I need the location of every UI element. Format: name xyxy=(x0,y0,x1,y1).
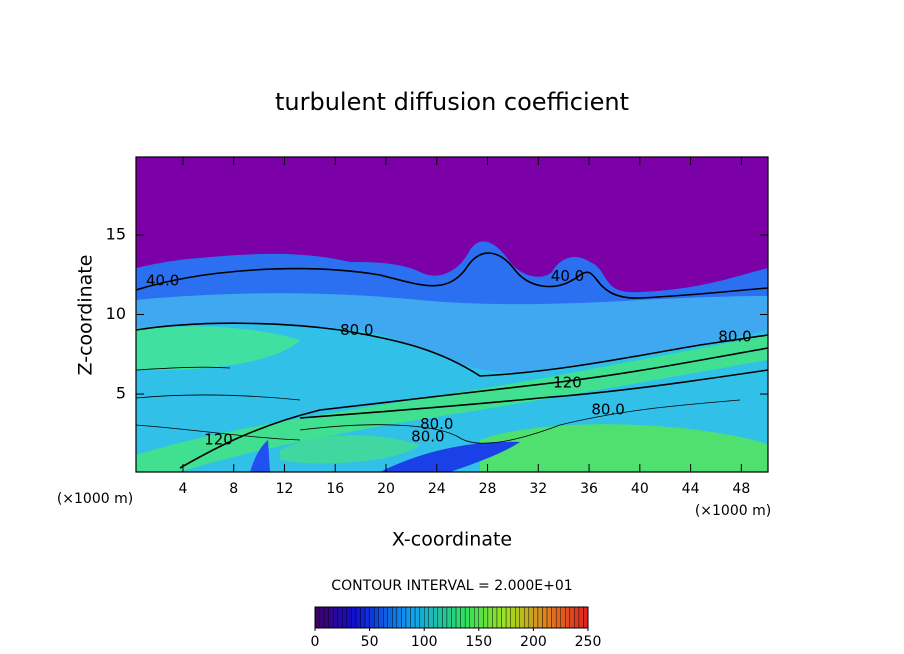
colorbar-swatch xyxy=(460,606,466,629)
colorbar-swatch xyxy=(378,606,384,629)
colorbar-swatch xyxy=(369,606,375,629)
contour-label: 40.0 xyxy=(146,272,179,290)
colorbar-swatch xyxy=(328,606,334,629)
colorbar-tick-label: 250 xyxy=(575,634,602,650)
colorbar-swatch xyxy=(446,606,452,629)
contour-label: 80.0 xyxy=(591,400,624,418)
colorbar-swatch xyxy=(405,606,411,629)
colorbar-swatch xyxy=(546,606,552,629)
colorbar-swatch xyxy=(583,606,589,629)
x-tick-label: 24 xyxy=(428,481,446,497)
colorbar-tick-label: 200 xyxy=(520,634,547,650)
colorbar-swatch xyxy=(478,606,484,629)
colorbar-swatch xyxy=(528,606,534,629)
colorbar-swatch xyxy=(533,606,539,629)
colorbar-swatch xyxy=(433,606,439,629)
x-tick-label: 48 xyxy=(732,481,750,497)
colorbar-swatch xyxy=(314,606,320,629)
colorbar-swatch xyxy=(565,606,571,629)
x-tick-label: 12 xyxy=(276,481,294,497)
y-axis-label: Z-coordinate xyxy=(75,255,97,376)
colorbar-swatch xyxy=(455,606,461,629)
colorbar-swatch xyxy=(492,606,498,629)
colorbar-swatch xyxy=(442,606,448,629)
colorbar-swatch xyxy=(410,606,416,629)
contour-label: 80.0 xyxy=(411,428,444,446)
colorbar-swatch xyxy=(451,606,457,629)
colorbar-swatch xyxy=(383,606,389,629)
colorbar-swatch xyxy=(360,606,366,629)
x-tick-label: 8 xyxy=(229,481,238,497)
y-tick-label: 5 xyxy=(116,384,126,403)
colorbar-tick-label: 100 xyxy=(411,634,438,650)
y-tick-label: 10 xyxy=(106,304,126,323)
colorbar-tick-label: 150 xyxy=(465,634,492,650)
x-tick-label: 40 xyxy=(631,481,649,497)
colorbar-swatch xyxy=(424,606,429,629)
colorbar-swatch xyxy=(419,606,425,629)
x-tick-label: 32 xyxy=(529,481,547,497)
colorbar-swatch xyxy=(342,606,348,629)
contour-label: 80.0 xyxy=(718,327,751,345)
colorbar-swatch xyxy=(333,606,338,629)
colorbar-swatch xyxy=(396,606,402,629)
colorbar-swatch xyxy=(428,606,434,629)
colorbar-swatch xyxy=(519,606,525,629)
chart-title: turbulent diffusion coefficient xyxy=(275,88,629,116)
colorbar-swatch xyxy=(560,606,566,629)
colorbar-swatch xyxy=(505,606,511,629)
x-tick-label: 20 xyxy=(377,481,395,497)
contour-interval: CONTOUR INTERVAL = 2.000E+01 xyxy=(331,578,572,594)
x-axis-label: X-coordinate xyxy=(392,529,512,551)
x-tick-label: 16 xyxy=(326,481,344,497)
colorbar-swatch xyxy=(515,606,520,629)
contour-label: 80.0 xyxy=(340,321,373,339)
colorbar-swatch xyxy=(578,606,584,629)
colorbar-swatch xyxy=(555,606,561,629)
x-tick-label: 4 xyxy=(178,481,187,497)
colorbar-swatch xyxy=(537,606,543,629)
colorbar-swatch xyxy=(346,606,352,629)
colorbar-swatch xyxy=(501,606,507,629)
x-unit-label: (×1000 m) xyxy=(57,491,133,507)
colorbar-swatch xyxy=(401,606,407,629)
contour-label: 40.0 xyxy=(551,267,584,285)
colorbar-frame xyxy=(314,606,589,629)
colorbar-swatch xyxy=(414,606,420,629)
colorbar-swatch xyxy=(524,606,530,629)
colorbar-swatch xyxy=(483,606,489,629)
colorbar-swatch xyxy=(355,606,361,629)
colorbar-swatch xyxy=(496,606,502,629)
colorbar-swatch xyxy=(392,606,398,629)
contour-label: 120 xyxy=(204,431,233,449)
colorbar-swatch xyxy=(569,606,575,629)
colorbar-swatch xyxy=(387,606,393,629)
colorbar-swatch xyxy=(487,606,493,629)
colorbar-swatch xyxy=(574,606,580,629)
colorbar-swatch xyxy=(337,606,343,629)
colorbar-swatch xyxy=(319,606,325,629)
x-tick-label: 36 xyxy=(580,481,598,497)
contour-label: 120 xyxy=(553,373,582,391)
x-tick-label: 44 xyxy=(682,481,700,497)
colorbar-swatch xyxy=(373,606,379,629)
colorbar-swatch xyxy=(464,606,470,629)
colorbar-swatch xyxy=(542,606,548,629)
colorbar-swatch xyxy=(551,606,557,629)
colorbar-swatch xyxy=(351,606,357,629)
colorbar-swatch xyxy=(437,606,443,629)
colorbar-swatch xyxy=(510,606,516,629)
x-unit-label: (×1000 m) xyxy=(695,503,771,519)
x-tick-label: 28 xyxy=(479,481,497,497)
contour-field xyxy=(136,157,768,472)
colorbar-swatch xyxy=(469,606,475,629)
colorbar-swatch xyxy=(364,606,370,629)
colorbar-swatch xyxy=(323,606,329,629)
colorbar-tick-label: 50 xyxy=(361,634,379,650)
colorbar-tick-label: 0 xyxy=(311,634,320,650)
colorbar-swatch xyxy=(474,606,480,629)
y-tick-label: 15 xyxy=(106,224,126,243)
contour-label: 80.0 xyxy=(420,415,453,433)
